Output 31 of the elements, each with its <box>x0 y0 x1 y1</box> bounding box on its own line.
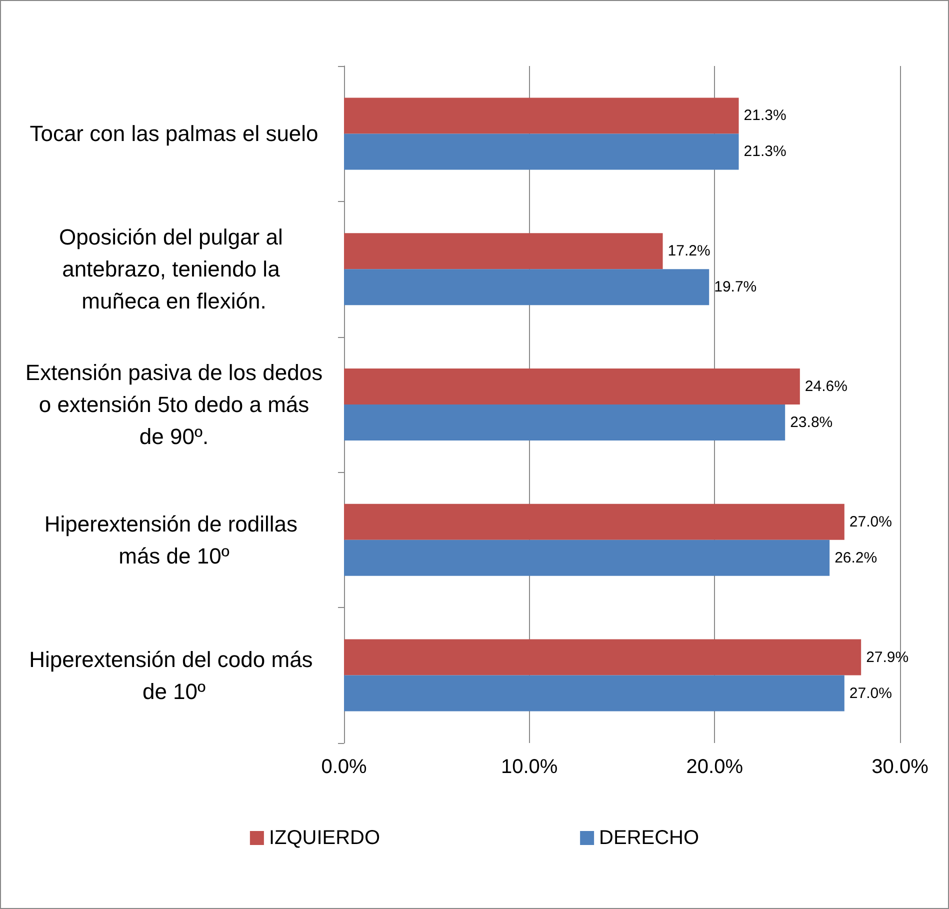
data-label: 17.2% <box>668 242 710 260</box>
x-tick-label: 10.0% <box>500 756 558 778</box>
bar <box>344 639 862 676</box>
bar <box>344 404 786 440</box>
bar <box>344 98 739 134</box>
data-label: 21.3% <box>744 143 786 160</box>
bar <box>344 540 830 576</box>
legend-label: DERECHO <box>599 827 700 849</box>
data-label: 27.9% <box>866 648 909 666</box>
x-tick-label: 20.0% <box>686 756 744 778</box>
y-tick-label: Hiperextensión del codo más de 10º <box>29 646 319 704</box>
bar <box>344 134 739 170</box>
y-tick-label: Hiperextensión de rodillas más de 10º <box>44 511 304 568</box>
bar <box>344 368 800 404</box>
legend-label: IZQUIERDO <box>268 827 380 849</box>
data-label: 21.3% <box>744 107 786 124</box>
bar <box>344 504 844 540</box>
data-label: 27.0% <box>849 513 892 530</box>
x-tick-label: 0.0% <box>321 756 368 778</box>
data-label: 26.2% <box>834 549 878 566</box>
bar <box>344 269 710 306</box>
data-label: 24.6% <box>804 378 848 395</box>
y-tick-label: Extensión pasiva de los dedos o extensión 5to dedo a más de 90º. <box>25 360 323 449</box>
data-label: 27.0% <box>849 684 892 702</box>
y-tick-label: Tocar con las palmas el suelo <box>30 121 318 146</box>
data-label: 19.7% <box>714 278 757 296</box>
bar <box>344 675 844 712</box>
bar <box>344 233 663 270</box>
x-tick-label: 30.0% <box>872 756 929 778</box>
y-tick-label: Oposición del pulgar al antebrazo, teniendo la muñeca en flexión. <box>59 224 289 314</box>
data-label: 23.8% <box>790 414 833 431</box>
